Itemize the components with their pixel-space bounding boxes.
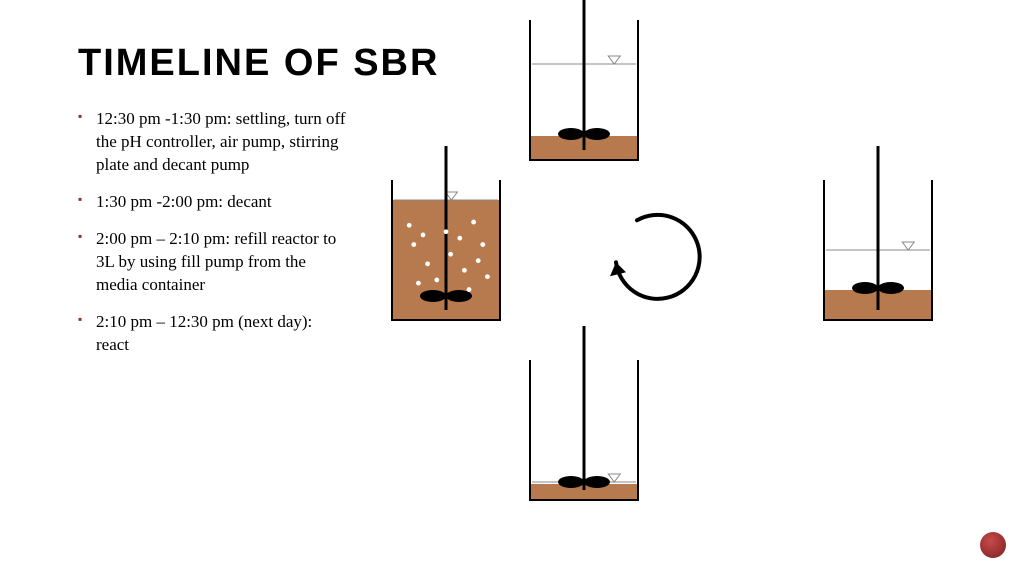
list-item: 2:10 pm – 12:30 pm (next day): react (78, 311, 348, 357)
slide-badge-icon (980, 532, 1006, 558)
list-item: 12:30 pm -1:30 pm: settling, turn off th… (78, 108, 348, 177)
list-item: 1:30 pm -2:00 pm: decant (78, 191, 348, 214)
list-item: 2:00 pm – 2:10 pm: refill reactor to 3L … (78, 228, 348, 297)
bullet-list: 12:30 pm -1:30 pm: settling, turn off th… (78, 108, 348, 370)
sbr-cycle-diagram (380, 0, 1020, 576)
